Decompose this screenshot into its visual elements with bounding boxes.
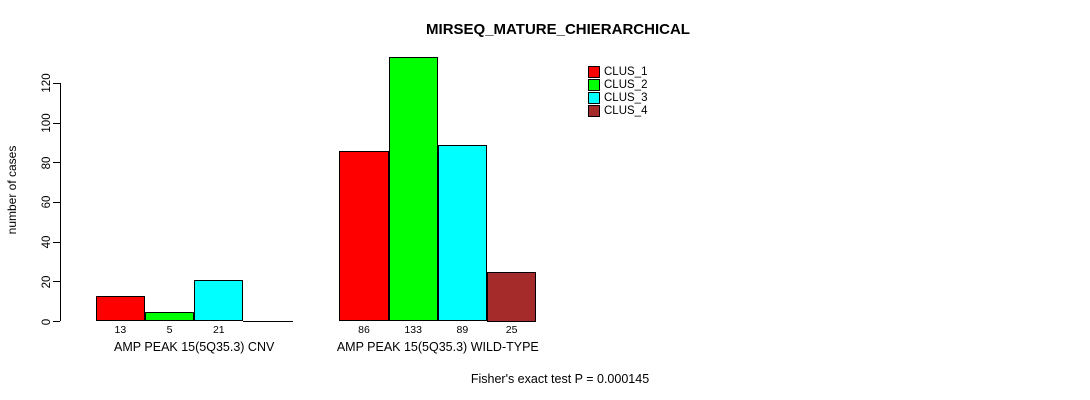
legend-label: CLUS_4	[604, 105, 648, 118]
y-axis-tick	[53, 122, 60, 124]
bar	[145, 311, 195, 322]
legend-swatch	[588, 78, 600, 91]
y-axis-tick	[53, 162, 60, 164]
legend-swatch	[588, 105, 600, 118]
zero-height-bar	[243, 320, 293, 322]
legend-label: CLUS_1	[604, 65, 648, 78]
bar-value-label: 13	[114, 324, 127, 336]
bar	[487, 271, 537, 322]
bar	[339, 150, 389, 322]
y-axis-tick	[53, 321, 60, 322]
bar-value-label: 21	[212, 324, 225, 336]
fisher-test-annotation: Fisher's exact test P = 0.000145	[470, 372, 650, 386]
bar-value-label: 25	[505, 324, 518, 336]
bar	[437, 144, 487, 322]
y-axis-line	[59, 83, 61, 322]
legend-label: CLUS_3	[604, 92, 648, 105]
bar	[95, 295, 145, 322]
y-axis-tick	[53, 201, 60, 203]
bar	[388, 57, 438, 322]
bar-value-label: 89	[456, 324, 469, 336]
y-axis-tick	[53, 281, 60, 283]
bar	[194, 279, 244, 322]
y-axis-tick	[53, 241, 60, 243]
bar-value-label: 133	[404, 324, 422, 336]
chart-title: MIRSEQ_MATURE_CHIERARCHICAL	[426, 21, 690, 38]
legend-swatch	[588, 65, 600, 78]
legend-swatch	[588, 92, 600, 105]
x-axis-group-label: AMP PEAK 15(5Q35.3) CNV	[114, 339, 275, 354]
legend-label: CLUS_2	[604, 78, 648, 91]
bar-value-label: 5	[166, 324, 173, 336]
x-axis-group-label: AMP PEAK 15(5Q35.3) WILD-TYPE	[336, 339, 539, 354]
y-axis-tick	[53, 82, 60, 84]
bar-value-label: 86	[358, 324, 370, 336]
